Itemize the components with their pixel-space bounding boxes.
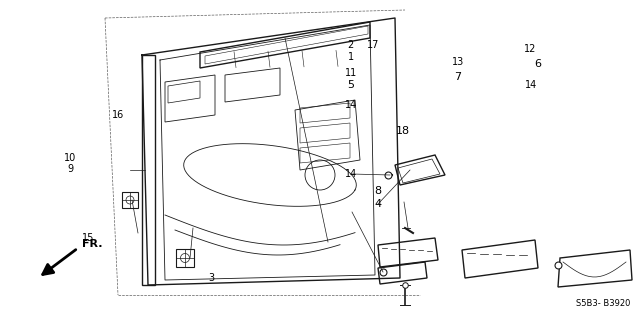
Text: 16: 16 [112, 110, 125, 120]
Text: 2: 2 [348, 40, 354, 50]
Text: 14: 14 [344, 169, 357, 179]
Text: 14: 14 [344, 100, 357, 110]
Text: FR.: FR. [82, 239, 102, 249]
Text: 12: 12 [524, 44, 536, 55]
Text: 8: 8 [374, 186, 381, 197]
Text: 17: 17 [367, 40, 380, 50]
Text: S5B3- B3920: S5B3- B3920 [575, 299, 630, 308]
Text: 1: 1 [348, 52, 354, 62]
Text: 11: 11 [344, 68, 357, 78]
Text: 9: 9 [67, 164, 74, 174]
Text: 4: 4 [374, 199, 381, 209]
Text: 13: 13 [451, 57, 464, 67]
Text: 7: 7 [454, 71, 461, 82]
Text: 18: 18 [396, 126, 410, 136]
Text: 10: 10 [64, 153, 77, 163]
Text: 5: 5 [348, 79, 354, 90]
Text: 15: 15 [82, 233, 95, 243]
Text: 3: 3 [208, 272, 214, 283]
Text: 6: 6 [534, 59, 541, 69]
Text: 14: 14 [525, 79, 538, 90]
